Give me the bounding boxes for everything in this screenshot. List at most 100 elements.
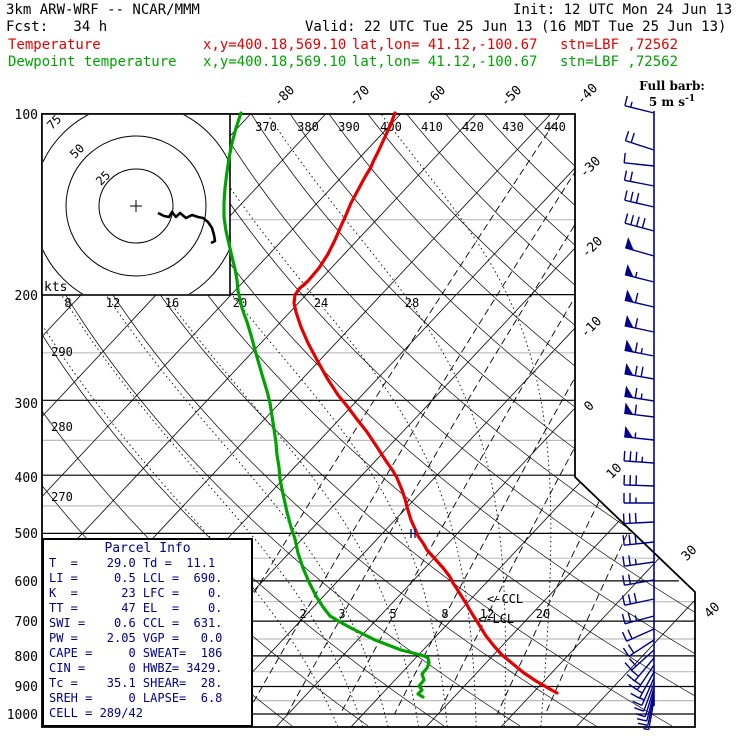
wind-barb-shaft [647,695,655,726]
isotherm-line [42,114,401,727]
wind-barb-legend: Full barb: 5 m s-1 [604,80,740,109]
wind-barb-full-tick [623,170,628,181]
isotherm-line [0,114,26,727]
mixing-ratio-line [496,114,695,715]
wind-barb-shaft [624,598,655,606]
pressure-tick-label: 500 [15,527,38,542]
wind-barb-half-tick [643,727,649,731]
isotherm-label: -30 [577,154,604,181]
init-time: Init: 12 UTC Mon 24 Jun 13 [513,2,733,18]
dry-adiabat-line [42,114,521,727]
wind-barb-shaft [638,671,655,699]
dry-adiabat-label: 270 [51,490,73,504]
moist-adiabat-line [42,114,364,727]
wind-barb-full-tick [622,575,626,586]
dewpoint-latlon: lat,lon= 41.12,-100.67 [352,54,538,70]
wind-barb-full-tick [623,152,626,163]
wind-barb [630,671,655,699]
parcel-row: SWI = 0.6 CCL = 631. [49,616,223,630]
hodograph-unit-label: kts [44,280,67,295]
dry-adiabat-line [42,114,445,727]
pressure-tick-label: 600 [15,575,38,590]
wind-barb-full-tick [630,214,635,225]
model-title: 3km ARW-WRF -- NCAR/MMM [6,2,200,18]
wind-barb-full-tick [622,647,630,657]
wind-barb-shaft [648,699,655,730]
wind-barb-shaft [624,541,655,546]
wind-barb [624,237,655,257]
ccl-marker: <-CCL [487,592,523,606]
dry-adiabat-label: 280 [51,420,73,434]
sounding-curves [222,111,559,699]
temperature-xy: x,y=400.18,569.10 [203,37,347,53]
wind-barb-half-tick [634,432,637,439]
dry-adiabat-label: 370 [255,120,277,134]
isotherm-label: 40 [702,600,724,622]
moist-adiabat-line [266,114,506,727]
wind-barb [624,649,655,671]
dry-adiabat-label: 420 [462,120,484,134]
wind-barb-full-tick [640,366,644,377]
hodograph-ring [98,168,174,244]
dewpoint-station: stn=LBF ,72562 [560,54,679,70]
wind-barb-pennant [624,315,634,328]
moist-adiabat-line [42,114,339,727]
wind-barb-full-tick [630,692,640,699]
wind-barb-full-tick [634,388,638,399]
wind-barb-shaft [624,162,655,167]
mixing-ratio-label: 20 [536,607,550,621]
wind-barb-full-tick [628,555,631,566]
wind-barb-shaft [643,682,655,712]
wind-barb [624,190,655,208]
wind-barb-shaft [625,140,655,151]
parcel-row: CIN = 0 HWBZ= 3429. [49,661,223,675]
barb-legend-exponent: -1 [685,94,696,104]
wind-barb-shaft [624,222,655,232]
moist-adiabat-line [42,114,389,727]
moist-adiabat-line [182,114,477,727]
mixing-ratio-label: 3 [338,607,345,621]
wind-barb-pennant [625,237,634,251]
wind-barb-full-tick [629,171,634,182]
plot-boundary [41,113,696,728]
wind-barb-full-tick [629,191,634,202]
wind-barb-full-tick [630,132,635,143]
wind-barb-shaft [624,579,655,586]
parcel-info-rows: T = 29.0 Td = 11.1 LI = 0.5 LCL = 690. K =… [44,556,251,721]
wind-barb-shaft [644,687,655,717]
moist-adiabat-label: 28 [405,296,419,310]
wind-barb [622,555,655,567]
isotherm-label: -40 [574,81,601,108]
isotherm-label: -70 [346,83,373,110]
wind-barb-full-tick [635,713,646,718]
dry-adiabat-label: 390 [338,120,360,134]
parcel-row: K = 23 LFC = 0. [49,586,223,600]
valid-time: Valid: 22 UTC Tue 25 Jun 13 (16 MDT Tue … [305,19,727,35]
wind-barb-shaft [631,649,655,671]
dry-adiabat-line [523,114,695,727]
wind-barb-full-tick [636,718,647,722]
wind-barb-full-tick [634,292,639,303]
level-marks: <-CCL <-LCL [410,529,523,626]
wind-barb-full-tick [627,629,633,640]
wind-barb-half-tick [638,697,645,701]
dry-adiabat-line [484,114,695,727]
wind-barb-full-tick [622,556,625,567]
moist-adiabat-label: 16 [165,296,179,310]
wind-barb-full-tick [629,451,632,462]
wind-barb-full-tick [624,95,628,106]
dewpoint-curve [222,111,431,699]
parcel-row: CELL = 289/42 [49,706,143,720]
wind-barb [624,339,655,357]
parcel-row: LI = 0.5 LCL = 690. [49,571,223,585]
isotherm-line [575,114,695,727]
pressure-tick-label: 800 [15,650,38,665]
pressure-tick-label: 400 [15,471,38,486]
wind-barb-half-tick [637,689,643,694]
wind-barb-full-tick [621,631,628,642]
wind-barb-full-tick [622,513,625,524]
isotherm-line [500,114,695,727]
wind-barb-pennant [624,385,634,398]
dry-adiabat-line [445,114,695,727]
